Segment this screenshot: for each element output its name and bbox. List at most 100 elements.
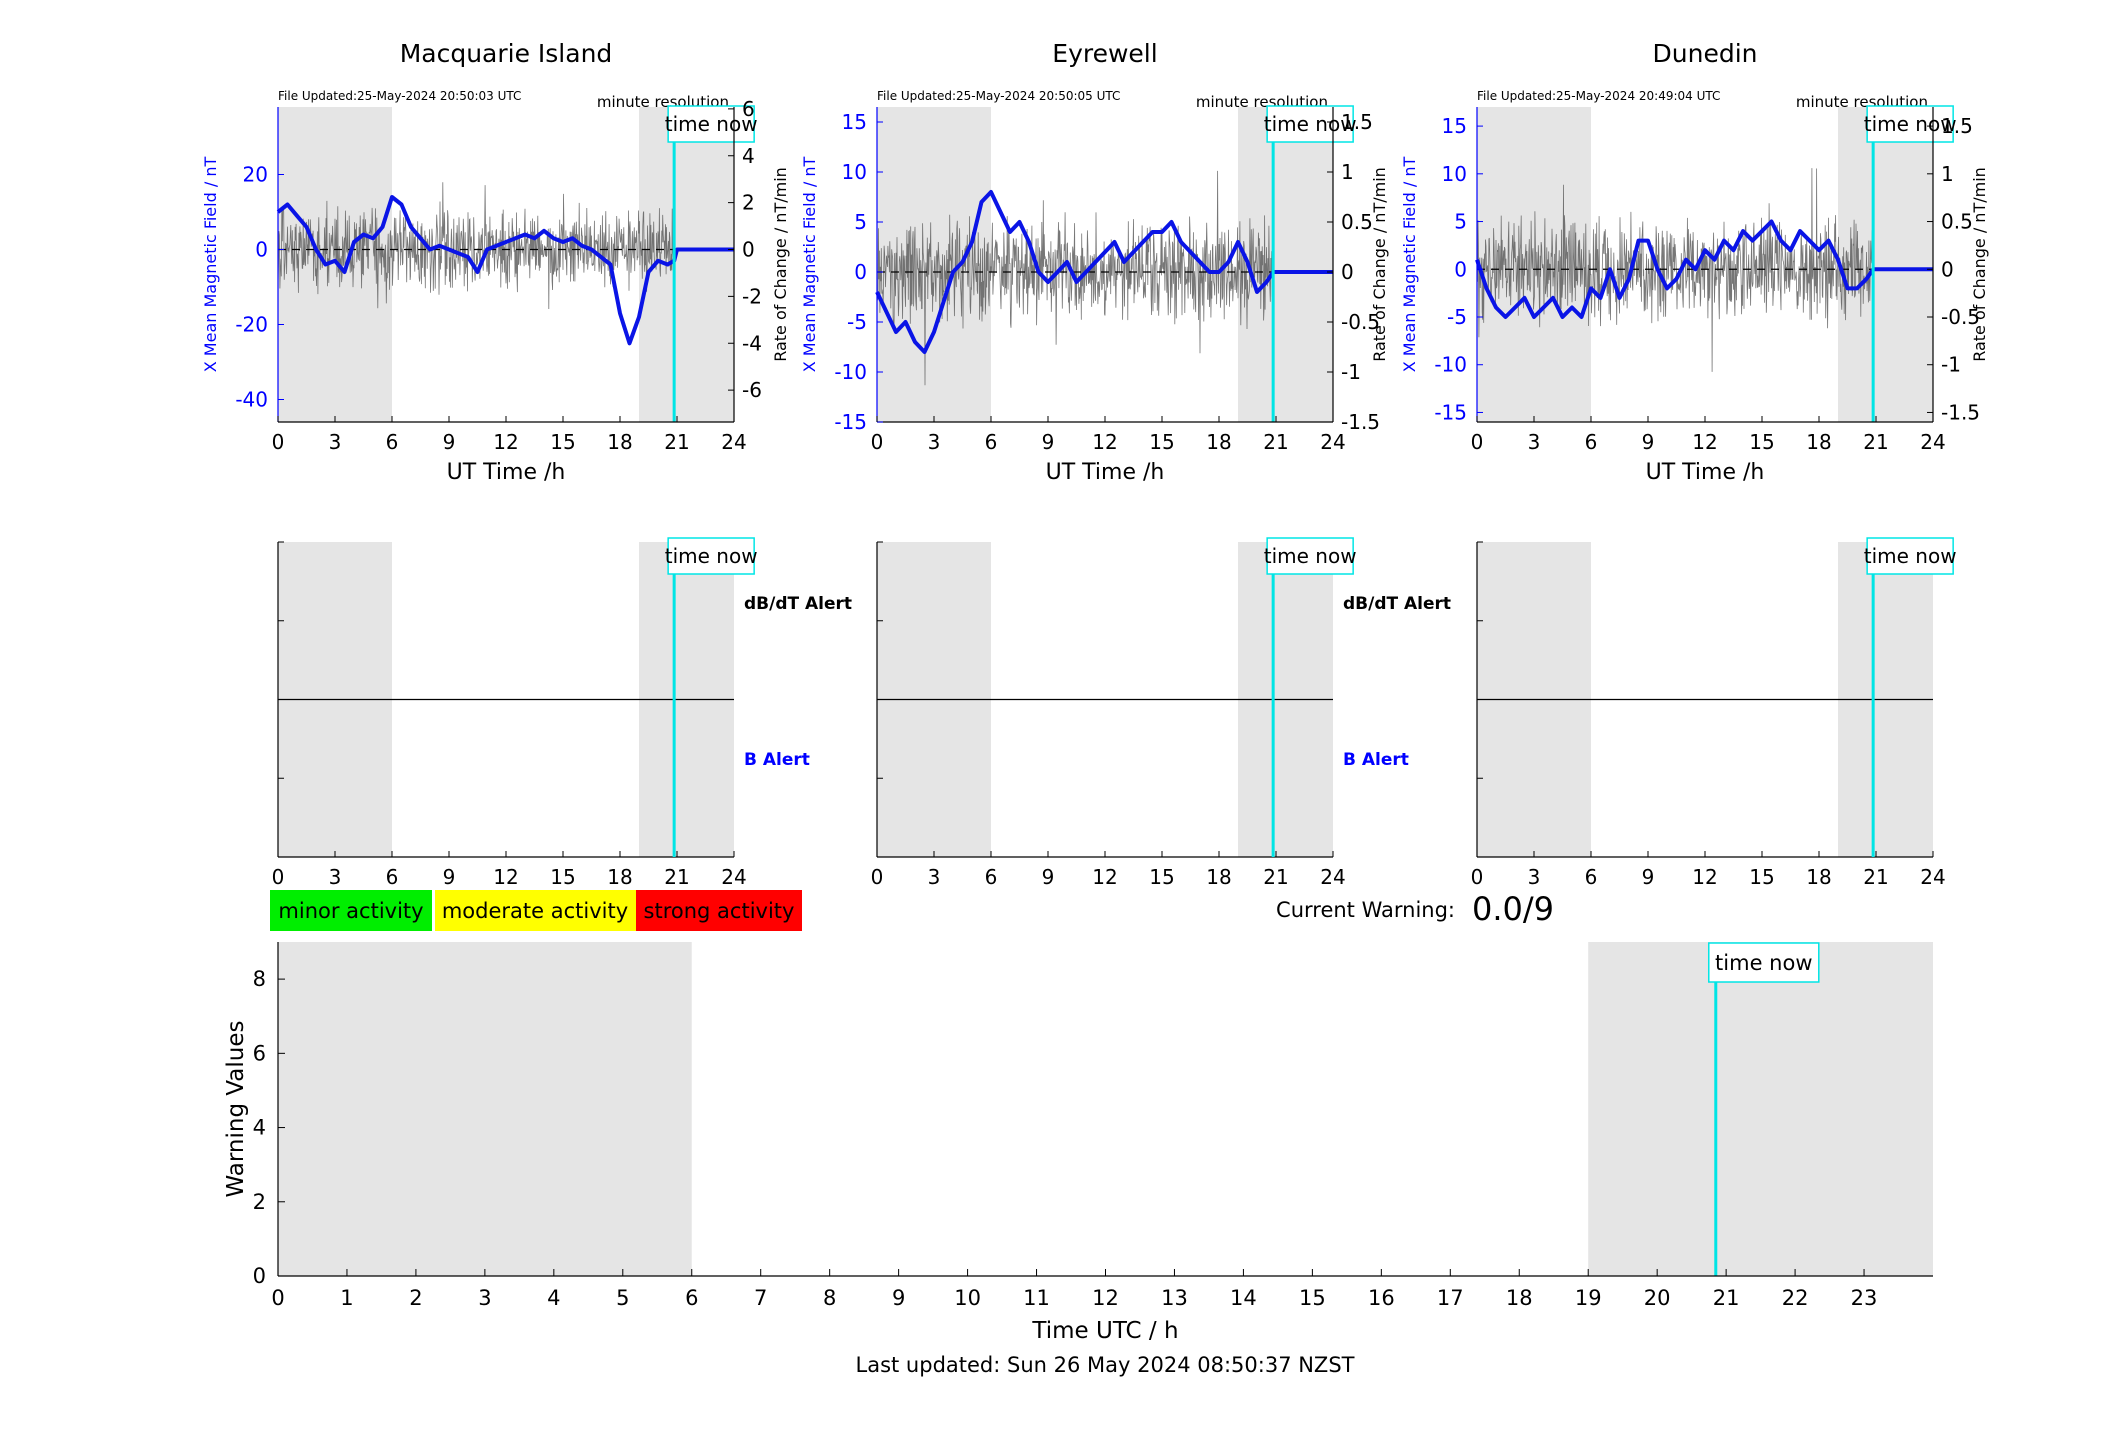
magnetic-field-line — [875, 190, 1333, 354]
left-y-tick-label: 20 — [243, 163, 268, 187]
left-y-tick-label: 15 — [842, 110, 867, 134]
alert-x-tick-label: 12 — [493, 865, 518, 889]
right-y-tick-label: -1 — [1941, 353, 1961, 377]
alert-x-tick-label: 18 — [607, 865, 632, 889]
right-y-tick-label: 2 — [742, 191, 755, 215]
legend-moderate-swatch — [435, 890, 636, 931]
time-now-label: time now — [1864, 112, 1957, 136]
right-y-tick-label: 0.5 — [1941, 210, 1973, 234]
alert-x-tick-label: 24 — [1920, 865, 1945, 889]
warning-y-tick-label: 8 — [253, 967, 266, 991]
warning-night-shade-0 — [278, 942, 692, 1276]
x-axis-label: UT Time /h — [447, 460, 566, 485]
alert-time-now-box — [667, 537, 755, 575]
x-tick-label: 15 — [1749, 430, 1774, 454]
left-y-tick-label: 5 — [854, 210, 867, 234]
b-alert-label: B Alert — [744, 750, 810, 770]
right-y-tick-label: 0 — [1941, 257, 1954, 281]
x-tick-label: 18 — [1206, 430, 1231, 454]
right-y-tick-label: 1 — [1341, 160, 1354, 184]
x-tick-label: 3 — [1528, 430, 1541, 454]
x-tick-label: 21 — [1863, 430, 1888, 454]
right-y-axis-label: Rate of Change / nT/min — [1370, 167, 1389, 362]
night-shade-1 — [1838, 107, 1933, 422]
right-y-tick-label: 0 — [742, 238, 755, 262]
alert-x-tick-label: 15 — [1749, 865, 1774, 889]
time-now-box — [667, 105, 755, 143]
current-warning-value: 0.0/9 — [1472, 890, 1554, 928]
x-tick-label: 0 — [272, 430, 285, 454]
x-tick-label: 9 — [443, 430, 456, 454]
warning-x-axis-label: Time UTC / h — [1031, 1318, 1178, 1344]
warning-x-tick-label: 16 — [1368, 1286, 1395, 1310]
left-y-tick-label: -40 — [235, 388, 268, 412]
alert-time-now-label: time now — [1264, 544, 1357, 568]
file-updated-label: File Updated:25-May-2024 20:49:04 UTC — [1477, 89, 1720, 103]
right-y-tick-label: -1 — [1341, 360, 1361, 384]
warning-x-tick-label: 0 — [271, 1286, 284, 1310]
alert-x-tick-label: 12 — [1692, 865, 1717, 889]
left-y-tick-label: -20 — [235, 313, 268, 337]
x-tick-label: 24 — [1320, 430, 1345, 454]
right-y-tick-label: 4 — [742, 144, 755, 168]
x-axis-label: UT Time /h — [1646, 460, 1765, 485]
warning-x-tick-label: 21 — [1713, 1286, 1740, 1310]
warning-x-tick-label: 8 — [823, 1286, 836, 1310]
station-title: Macquarie Island — [400, 39, 613, 68]
warning-x-tick-label: 5 — [616, 1286, 629, 1310]
warning-x-tick-label: 13 — [1161, 1286, 1188, 1310]
right-y-tick-label: 1 — [1941, 162, 1954, 186]
warning-x-tick-label: 4 — [547, 1286, 560, 1310]
x-tick-label: 24 — [721, 430, 746, 454]
warning-x-tick-label: 9 — [892, 1286, 905, 1310]
left-y-tick-label: -15 — [1434, 400, 1467, 424]
right-y-tick-label: -0.5 — [1341, 310, 1380, 334]
legend-moderate-label: moderate activity — [442, 899, 628, 923]
x-tick-label: 21 — [1263, 430, 1288, 454]
warning-x-tick-label: 23 — [1851, 1286, 1878, 1310]
activity-legend: minor activity moderate activity strong … — [270, 890, 802, 931]
alert-x-tick-label: 9 — [1642, 865, 1655, 889]
left-y-axis-label: X Mean Magnetic Field / nT — [201, 157, 220, 373]
left-y-axis-label: X Mean Magnetic Field / nT — [1400, 157, 1419, 373]
magnetic-field-line — [276, 195, 734, 346]
file-updated-label: File Updated:25-May-2024 20:50:05 UTC — [877, 89, 1120, 103]
x-tick-label: 6 — [1585, 430, 1598, 454]
warning-x-tick-label: 11 — [1023, 1286, 1050, 1310]
alert-x-tick-label: 18 — [1806, 865, 1831, 889]
right-y-tick-label: -6 — [742, 378, 762, 402]
alert-time-now-box — [1866, 537, 1954, 575]
warning-x-tick-label: 6 — [685, 1286, 698, 1310]
alert-x-tick-label: 9 — [443, 865, 456, 889]
time-now-label: time now — [665, 112, 758, 136]
magnetic-field-line — [1475, 219, 1933, 319]
warning-x-tick-label: 1 — [340, 1286, 353, 1310]
time-now-label: time now — [1264, 112, 1357, 136]
right-y-tick-label: 6 — [742, 97, 755, 121]
alert-x-tick-label: 3 — [928, 865, 941, 889]
warning-x-tick-label: 20 — [1644, 1286, 1671, 1310]
warning-x-tick-label: 18 — [1506, 1286, 1533, 1310]
left-y-tick-label: -10 — [834, 360, 867, 384]
alert-x-tick-label: 0 — [1471, 865, 1484, 889]
alert-x-tick-label: 3 — [1528, 865, 1541, 889]
x-tick-label: 15 — [550, 430, 575, 454]
warning-y-tick-label: 0 — [253, 1264, 266, 1288]
footer-last-updated: Last updated: Sun 26 May 2024 08:50:37 N… — [856, 1353, 1355, 1377]
right-y-tick-label: -2 — [742, 284, 762, 308]
x-tick-label: 9 — [1042, 430, 1055, 454]
warning-x-tick-label: 7 — [754, 1286, 767, 1310]
alert-x-tick-label: 6 — [386, 865, 399, 889]
alert-x-tick-label: 21 — [1263, 865, 1288, 889]
warning-night-shade-1 — [1588, 942, 1933, 1276]
dbdt-alert-label: dB/dT Alert — [1343, 594, 1451, 614]
file-updated-label: File Updated:25-May-2024 20:50:03 UTC — [278, 89, 521, 103]
warning-x-tick-label: 12 — [1092, 1286, 1119, 1310]
alert-time-now-box — [1266, 537, 1354, 575]
warning-y-axis-label: Warning Values — [223, 1020, 249, 1197]
alert-time-now-label: time now — [665, 544, 758, 568]
right-y-axis-label: Rate of Change / nT/min — [1970, 167, 1989, 362]
left-y-tick-label: 0 — [255, 238, 268, 262]
